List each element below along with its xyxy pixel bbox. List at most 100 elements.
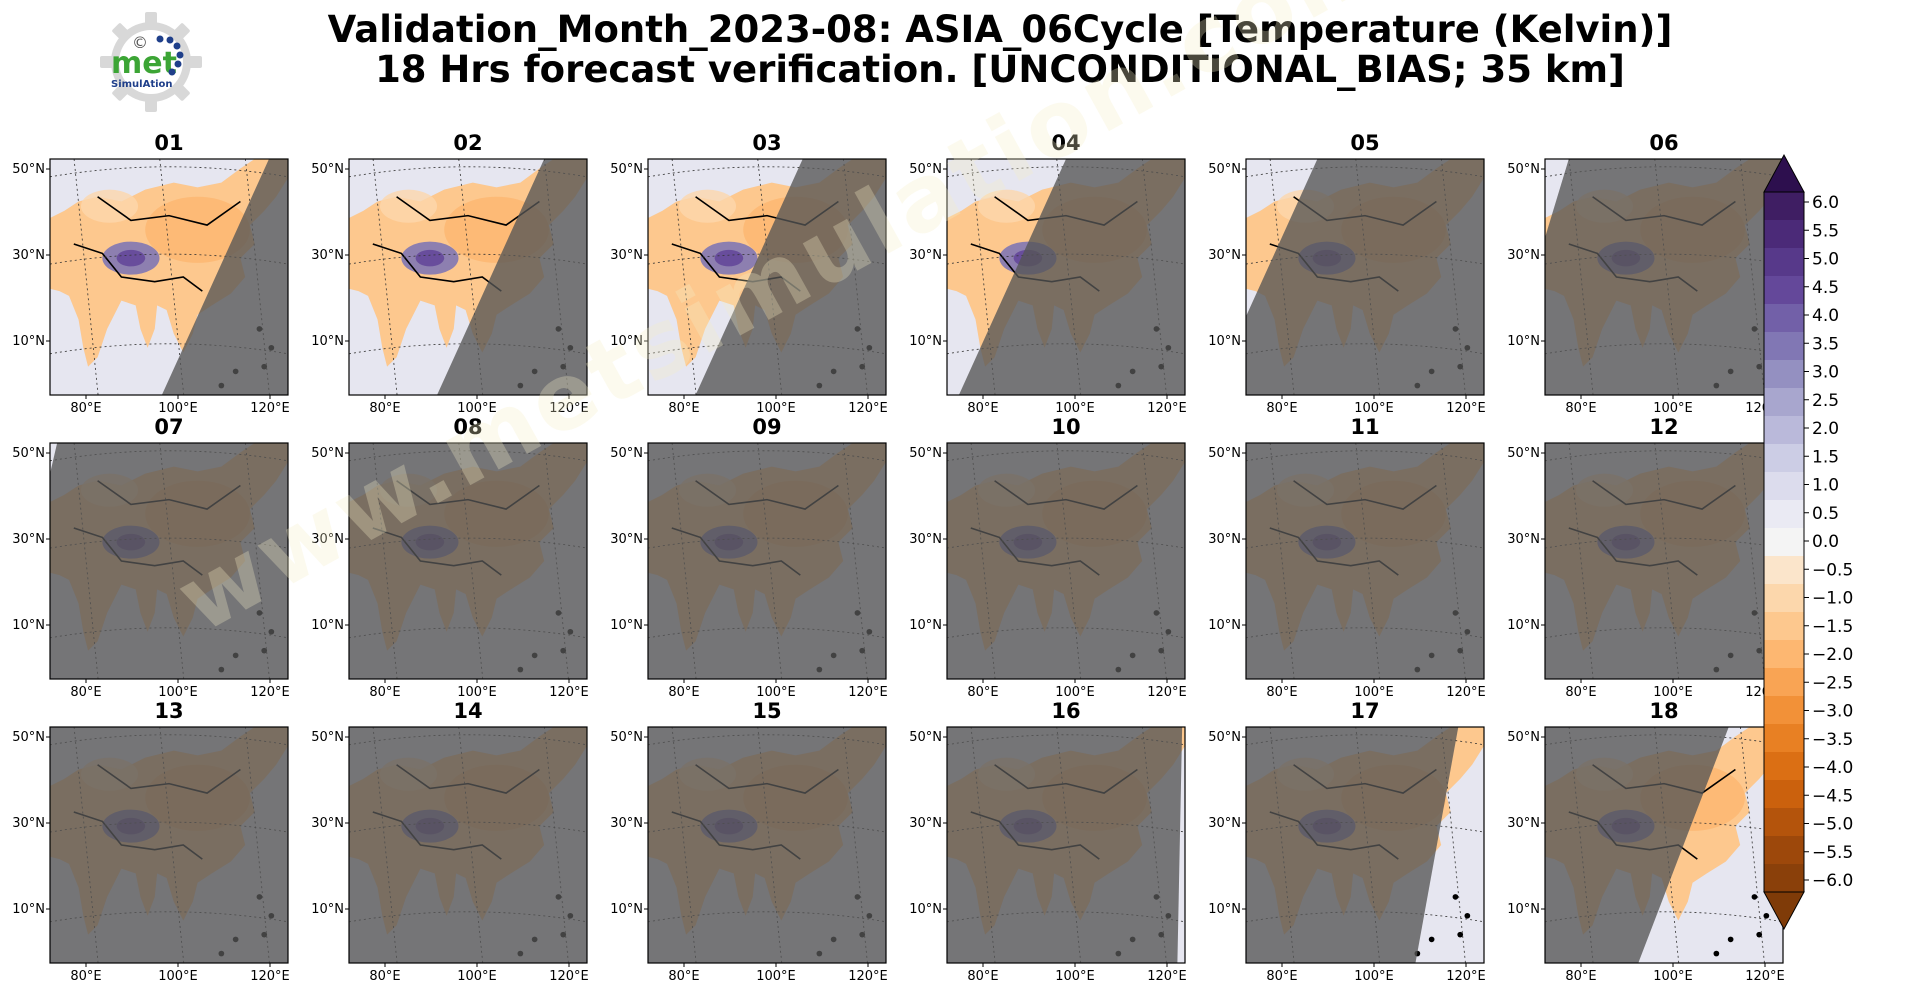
colorbar-tick-label: 5.0	[1812, 250, 1839, 270]
graticule	[648, 159, 886, 395]
logo-text-simulation: SimulAtion	[111, 79, 173, 90]
panel-frame	[1245, 726, 1485, 964]
lat-tick-label: 50°N	[12, 446, 45, 461]
lon-tick-label: 100°E	[457, 685, 497, 700]
colorbar-bin	[1764, 472, 1804, 501]
map-panel-10: 10 50°N 30°N 10°N 80°E 100°E 120°E	[909, 415, 1187, 700]
colorbar-bin	[1764, 612, 1804, 641]
panel-frame	[348, 442, 588, 680]
lat-tick-label: 30°N	[311, 816, 344, 831]
lat-tick-label: 10°N	[311, 334, 344, 349]
lon-tick-label: 100°E	[756, 969, 796, 984]
country-border	[373, 244, 502, 291]
lon-tick-label: 80°E	[1565, 969, 1596, 984]
lat-tick-label: 50°N	[311, 162, 344, 177]
panel-frame	[49, 726, 289, 964]
colorbar-tick-label: −5.5	[1812, 843, 1853, 863]
lon-tick-label: 120°E	[250, 685, 290, 700]
colorbar-bin	[1764, 584, 1804, 613]
lat-tick-label: 30°N	[1507, 532, 1540, 547]
colorbar-tick-label: −1.5	[1812, 617, 1853, 637]
night-mask	[958, 159, 1185, 395]
lat-tick-label: 30°N	[610, 532, 643, 547]
logo-copyright-symbol: ©	[132, 33, 148, 52]
colorbar-bin	[1764, 388, 1804, 417]
panel-title: 12	[1649, 415, 1678, 439]
night-mask	[1545, 159, 1783, 395]
lon-tick-label: 100°E	[756, 685, 796, 700]
lat-tick-label: 30°N	[909, 532, 942, 547]
panel-frame	[348, 158, 588, 396]
colorbar-bin	[1764, 444, 1804, 473]
lat-tick-label: 50°N	[12, 730, 45, 745]
lat-tick-label: 10°N	[610, 334, 643, 349]
lon-tick-label: 120°E	[549, 685, 589, 700]
logo-dots	[156, 35, 184, 76]
lon-tick-label: 100°E	[1055, 685, 1095, 700]
lon-tick-label: 120°E	[250, 969, 290, 984]
map-panel-07: 07 50°N 30°N 10°N 80°E 100°E 120°E	[12, 415, 290, 700]
panel-title: 17	[1350, 699, 1379, 723]
lon-tick-label: 120°E	[848, 685, 888, 700]
lon-tick-label: 100°E	[158, 969, 198, 984]
met-simulation-logo: © met SimulAtion	[100, 12, 202, 112]
lat-tick-label: 10°N	[610, 902, 643, 917]
lat-tick-label: 50°N	[1507, 162, 1540, 177]
panel-frame	[647, 158, 887, 396]
lon-tick-label: 100°E	[457, 401, 497, 416]
colorbar-bin	[1764, 500, 1804, 529]
lat-tick-label: 10°N	[610, 618, 643, 633]
night-mask	[437, 159, 587, 395]
lon-tick-label: 80°E	[668, 969, 699, 984]
graticule	[349, 159, 587, 395]
lat-tick-label: 10°N	[909, 902, 942, 917]
lon-tick-label: 120°E	[250, 401, 290, 416]
lat-tick-label: 30°N	[610, 816, 643, 831]
lon-tick-label: 120°E	[1446, 969, 1486, 984]
lon-tick-label: 80°E	[668, 685, 699, 700]
lat-tick-label: 50°N	[909, 730, 942, 745]
night-mask	[50, 443, 288, 679]
lon-tick-label: 120°E	[1446, 685, 1486, 700]
country-border	[98, 197, 241, 225]
colorbar-tick-label: 6.0	[1812, 193, 1839, 213]
lat-tick-label: 50°N	[12, 162, 45, 177]
lat-tick-label: 50°N	[1208, 162, 1241, 177]
lat-tick-label: 50°N	[610, 730, 643, 745]
lat-tick-label: 10°N	[12, 334, 45, 349]
lon-tick-label: 80°E	[668, 401, 699, 416]
lon-tick-label: 80°E	[1565, 401, 1596, 416]
colorbar-tick-label: 3.5	[1812, 334, 1839, 354]
panel-frame	[49, 158, 289, 396]
panel-title: 07	[154, 415, 183, 439]
lat-tick-label: 10°N	[12, 618, 45, 633]
panel-title: 16	[1051, 699, 1080, 723]
colorbar-tick-label: −5.0	[1812, 815, 1853, 835]
colorbar-bin	[1764, 304, 1804, 333]
map-panel-04: 04 50°N 30°N 10°N 80°E 100°E 120°E	[909, 131, 1187, 416]
lon-tick-label: 100°E	[158, 401, 198, 416]
lat-tick-label: 30°N	[12, 816, 45, 831]
lat-tick-label: 30°N	[909, 248, 942, 263]
night-mask	[349, 727, 587, 963]
lat-tick-label: 50°N	[1507, 730, 1540, 745]
lon-tick-label: 80°E	[369, 401, 400, 416]
lon-tick-label: 80°E	[967, 969, 998, 984]
map-panel-15: 15 50°N 30°N 10°N 80°E 100°E 120°E	[610, 699, 888, 984]
lat-tick-label: 10°N	[1208, 334, 1241, 349]
lon-tick-label: 100°E	[1055, 969, 1095, 984]
lat-tick-label: 30°N	[12, 248, 45, 263]
colorbar-bin	[1764, 696, 1804, 725]
night-mask	[947, 727, 1183, 963]
map-panel-05: 05 50°N 30°N 10°N 80°E 100°E 120°E	[1208, 131, 1486, 416]
lat-tick-label: 50°N	[311, 446, 344, 461]
lat-tick-label: 50°N	[311, 730, 344, 745]
colorbar-tick-label: 4.5	[1812, 278, 1839, 298]
lat-tick-label: 30°N	[1208, 248, 1241, 263]
panel-title: 02	[453, 131, 482, 155]
colorbar-tick-label: 1.0	[1812, 476, 1839, 496]
country-border	[397, 197, 540, 225]
colorbar-tick-label: 0.0	[1812, 532, 1839, 552]
map-panel-03: 03 50°N 30°N 10°N 80°E 100°E 120°E	[610, 131, 888, 416]
